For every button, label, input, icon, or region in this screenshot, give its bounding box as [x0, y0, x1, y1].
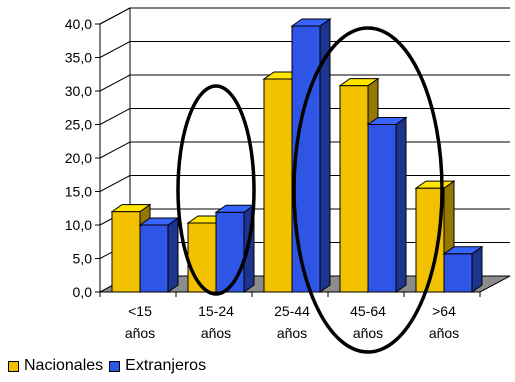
x-tick-label: 25-44: [274, 303, 310, 319]
bar-side: [471, 245, 483, 293]
legend-item-extranjeros: Extranjeros: [109, 357, 206, 375]
gridline-depth: [99, 74, 131, 92]
bar-front: [263, 78, 293, 293]
y-tick-label: 5,0: [73, 251, 93, 267]
bar-top: [366, 117, 408, 125]
legend-label-extranjeros: Extranjeros: [125, 357, 207, 374]
bar-top: [110, 204, 152, 213]
bar-top: [414, 180, 456, 189]
bar-top: [338, 78, 380, 87]
gridline-depth: [99, 175, 131, 192]
gridline-depth: [99, 141, 131, 159]
bar-front: [111, 211, 141, 293]
annotation-ellipse-15-24: [176, 84, 256, 296]
y-tick-label: 35,0: [65, 50, 92, 66]
y-tick-label: 20,0: [65, 150, 92, 166]
bar-side: [167, 217, 179, 293]
x-tick-label: años: [429, 325, 459, 341]
bar-extranjeros: [138, 217, 180, 293]
y-tick-label: 25,0: [65, 117, 92, 133]
legend-item-nacionales: Nacionales: [8, 357, 103, 375]
wall-top-edge: [99, 7, 131, 25]
gridline-depth: [99, 108, 131, 125]
bars: [110, 18, 484, 293]
y-tick-label: 30,0: [65, 83, 92, 99]
bar-front: [187, 222, 217, 293]
bar-extranjeros: [442, 245, 484, 293]
x-tick-label: años: [353, 325, 383, 341]
x-tick-label: 15-24: [198, 303, 234, 319]
legend: Nacionales Extranjeros: [8, 357, 212, 375]
bar-top: [442, 246, 484, 255]
annotation-ellipse-45-plus: [292, 26, 444, 354]
bar-front: [367, 124, 397, 293]
x-tick-label: 45-64: [350, 303, 386, 319]
y-tick-label: 0,0: [73, 284, 93, 300]
x-tick-label: años: [201, 325, 231, 341]
y-tick-label: 40,0: [65, 16, 92, 32]
bar-top: [290, 18, 332, 27]
annotations: [176, 26, 444, 354]
bar-front: [215, 211, 245, 293]
bar-extranjeros: [366, 116, 408, 293]
bar-front: [443, 253, 473, 293]
bar-nacionales: [414, 180, 456, 293]
x-tick-label: años: [125, 325, 155, 341]
legend-swatch-extranjeros: [109, 360, 121, 372]
legend-label-nacionales: Nacionales: [24, 357, 104, 374]
x-tick-label: <15: [128, 303, 152, 319]
bar-side: [395, 116, 407, 293]
x-tick-label: años: [277, 325, 307, 341]
bar-front: [139, 224, 169, 293]
axis-labels: 0,0 5,0 10,0 15,0 20,0 25,0 30,0 35,0 40,0 <15 año…: [65, 16, 459, 341]
y-tick-label: 15,0: [65, 184, 92, 200]
gridline-depth: [99, 41, 131, 58]
bar-nacionales: [110, 203, 152, 293]
legend-swatch-nacionales: [8, 360, 19, 372]
y-tick-label: 10,0: [65, 217, 92, 233]
bar-front: [339, 85, 369, 293]
x-tick-label: >64: [432, 303, 456, 319]
